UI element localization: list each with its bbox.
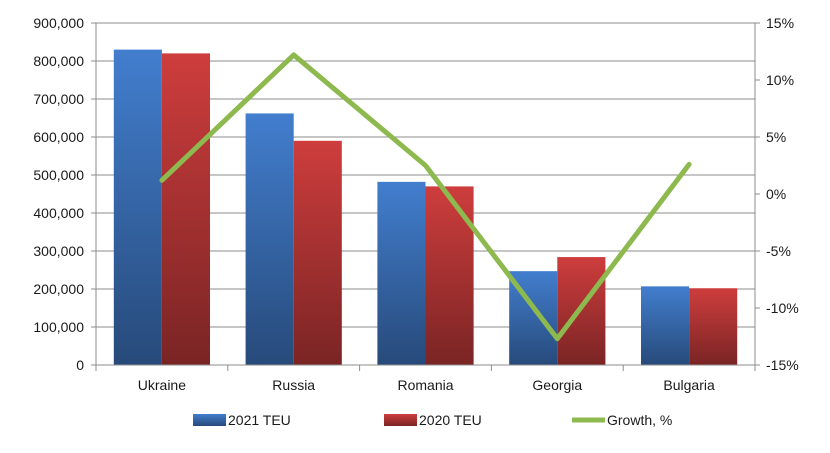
category-label-bulgaria: Bulgaria [663,377,715,393]
left-axis-tick-label: 0 [76,357,84,373]
left-axis-tick-label: 300,000 [33,243,84,259]
bar-2020-teu-bulgaria [689,288,737,365]
bar-2021-teu-bulgaria [641,286,689,365]
bar-2020-teu-romania [426,186,474,365]
left-axis-tick-label: 400,000 [33,205,84,221]
legend-label-growth: Growth, % [607,412,672,428]
legend-swatch-2021-teu [193,414,226,426]
bar-2021-teu-romania [377,182,425,365]
category-label-russia: Russia [272,377,315,393]
left-axis-tick-label: 700,000 [33,91,84,107]
left-axis-tick-label: 100,000 [33,319,84,335]
right-axis-tick-label: -5% [766,243,791,259]
bar-2020-teu-russia [294,141,342,365]
bar-2021-teu-ukraine [114,50,162,365]
left-axis-tick-label: 900,000 [33,15,84,31]
right-axis-tick-label: 10% [766,72,794,88]
bar-2020-teu-ukraine [162,53,210,365]
left-axis-tick-label: 600,000 [33,129,84,145]
left-axis-tick-label: 800,000 [33,53,84,69]
legend-label-2021-teu: 2021 TEU [228,412,291,428]
bar-2021-teu-russia [246,113,294,365]
bars [114,50,737,365]
category-label-ukraine: Ukraine [138,377,186,393]
legend: 2021 TEU 2020 TEU Growth, % [193,412,672,428]
category-label-georgia: Georgia [532,377,582,393]
right-axis-tick-label: 5% [766,129,786,145]
right-axis-tick-label: -10% [766,300,799,316]
right-axis-tick-label: -15% [766,357,799,373]
left-axis-tick-label: 500,000 [33,167,84,183]
legend-swatch-2020-teu [384,414,417,426]
right-axis-tick-label: 15% [766,15,794,31]
right-axis-tick-label: 0% [766,186,786,202]
left-axis-tick-label: 200,000 [33,281,84,297]
legend-label-2020-teu: 2020 TEU [419,412,482,428]
category-label-romania: Romania [397,377,453,393]
